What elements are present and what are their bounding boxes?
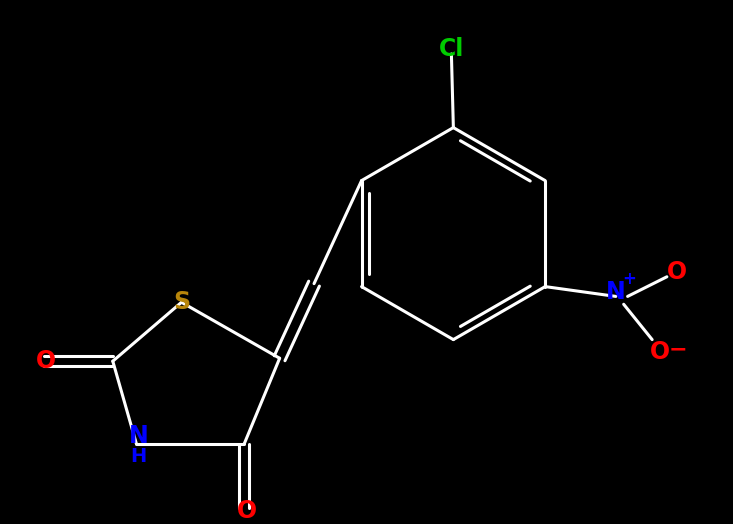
Text: S: S <box>173 290 190 314</box>
Text: −: − <box>668 340 687 359</box>
Text: H: H <box>130 447 147 466</box>
Text: N: N <box>128 424 148 448</box>
Text: O: O <box>666 260 687 284</box>
Text: +: + <box>622 270 636 288</box>
Text: O: O <box>36 349 56 373</box>
Text: O: O <box>650 341 670 364</box>
Text: N: N <box>606 279 626 303</box>
Text: Cl: Cl <box>439 37 464 61</box>
Text: O: O <box>237 499 257 523</box>
